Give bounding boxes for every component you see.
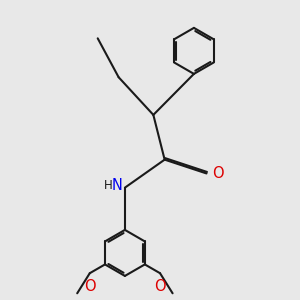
Text: O: O bbox=[84, 279, 96, 294]
Text: O: O bbox=[212, 166, 224, 181]
Text: H: H bbox=[103, 179, 112, 192]
Text: N: N bbox=[112, 178, 123, 193]
Text: O: O bbox=[154, 279, 166, 294]
